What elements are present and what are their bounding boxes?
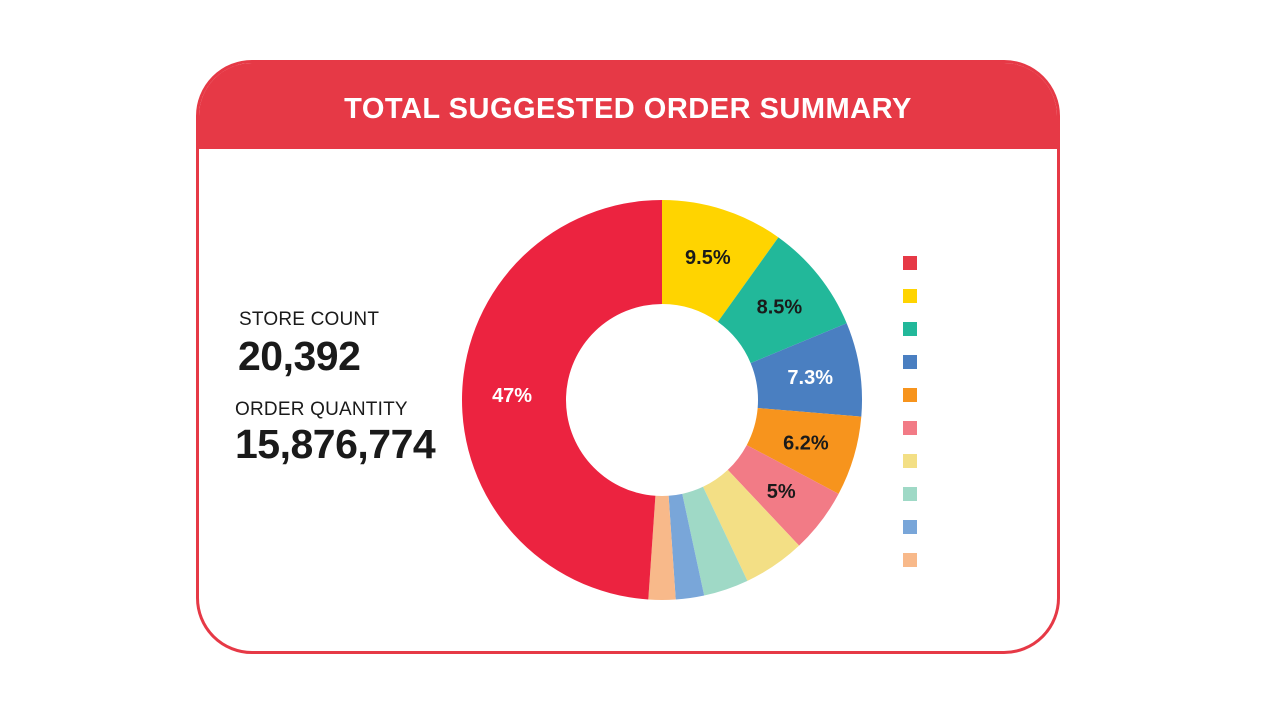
legend-item-8 bbox=[903, 477, 931, 510]
legend-swatch-4 bbox=[903, 354, 917, 369]
legend-item-2 bbox=[903, 279, 931, 312]
legend-item-7 bbox=[903, 444, 931, 477]
legend-swatch-6 bbox=[903, 420, 917, 435]
legend-swatch-5 bbox=[903, 387, 917, 402]
legend-item-10 bbox=[903, 543, 931, 576]
order-quantity-value: 15,876,774 bbox=[235, 421, 436, 467]
legend-item-1 bbox=[903, 246, 931, 279]
legend-swatch-3 bbox=[903, 321, 917, 336]
legend-swatch-7 bbox=[903, 453, 917, 468]
legend-swatch-10 bbox=[903, 552, 917, 567]
chart-legend bbox=[903, 246, 931, 576]
store-count-label: STORE COUNT bbox=[239, 309, 380, 330]
legend-item-5 bbox=[903, 378, 931, 411]
legend-swatch-9 bbox=[903, 519, 917, 534]
legend-item-3 bbox=[903, 312, 931, 345]
card-header: TOTAL SUGGESTED ORDER SUMMARY bbox=[199, 63, 1057, 149]
card-title: TOTAL SUGGESTED ORDER SUMMARY bbox=[344, 92, 912, 125]
legend-swatch-2 bbox=[903, 288, 917, 303]
legend-item-4 bbox=[903, 345, 931, 378]
legend-item-9 bbox=[903, 510, 931, 543]
legend-item-6 bbox=[903, 411, 931, 444]
legend-swatch-1 bbox=[903, 255, 917, 270]
legend-swatch-8 bbox=[903, 486, 917, 501]
store-count-value: 20,392 bbox=[238, 333, 361, 379]
order-quantity-label: ORDER QUANTITY bbox=[235, 399, 408, 420]
